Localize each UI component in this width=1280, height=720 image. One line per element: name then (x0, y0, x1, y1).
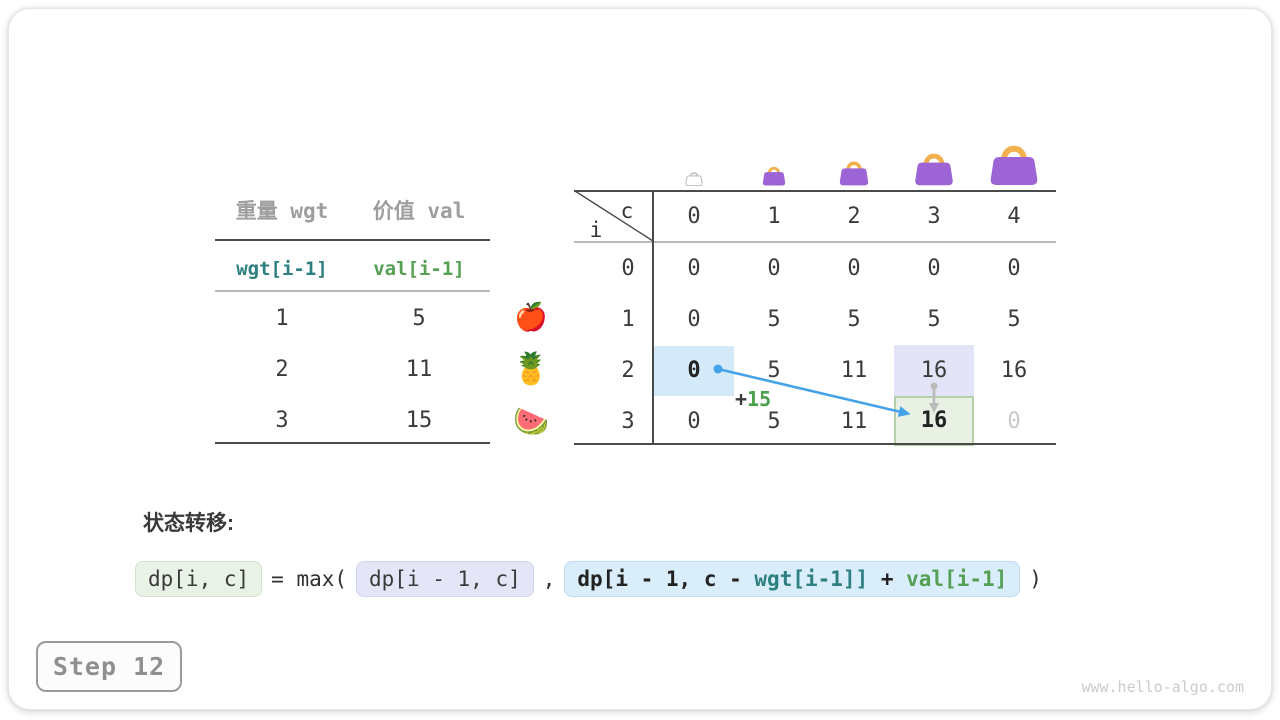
dp-table-header-rule (574, 241, 1056, 243)
dp-cell-3-1: 5 (767, 409, 781, 434)
dp-cell-0-3: 0 (927, 256, 941, 281)
dp-cell-1-2: 5 (847, 307, 861, 332)
step-badge: Step 12 (36, 641, 182, 692)
dp-cell-2-3-above-highlight: 16 (894, 345, 974, 396)
value-column-title: 价值 val (372, 199, 466, 223)
formula-arg2-box: dp[i - 1, c - wgt[i-1]] + val[i-1] (564, 561, 1021, 597)
apple-icon: 🍎 (514, 302, 548, 333)
item-2-weight: 2 (275, 357, 289, 382)
state-transition-formula: dp[i, c] = max( dp[i - 1, c] , dp[i - 1,… (135, 561, 1042, 597)
item-2-value: 11 (405, 357, 433, 382)
transition-add-value-label: +15 (735, 387, 772, 411)
dp-table-vertical-rule (652, 190, 654, 445)
formula-comma: , (542, 567, 556, 591)
dp-cell-1-3: 5 (927, 307, 941, 332)
item-1-value: 5 (412, 306, 426, 331)
item-1-weight: 1 (275, 306, 289, 331)
corner-col-var: c (620, 199, 634, 223)
formula-operator: = max( (271, 567, 348, 591)
dp-cell-0-0: 0 (687, 256, 701, 281)
items-table-bottom-rule (215, 442, 490, 444)
item-3-weight: 3 (275, 408, 289, 433)
dp-cell-2-2: 11 (840, 358, 868, 383)
dp-cell-3-4-pending: 0 (1007, 409, 1021, 434)
dp-cell-0-1: 0 (767, 256, 781, 281)
bag-icon-size-2 (839, 161, 869, 186)
dp-table-top-rule (574, 190, 1056, 192)
weight-column-title: 重量 wgt (235, 199, 329, 223)
dp-col-header-3: 3 (927, 204, 941, 229)
dp-row-header-3: 3 (621, 409, 635, 434)
formula-closing-paren: ) (1029, 567, 1042, 591)
dp-row-header-1: 1 (621, 307, 635, 332)
dp-cell-3-2: 11 (840, 409, 868, 434)
items-table-mid-rule (215, 290, 490, 292)
items-table-top-rule (215, 239, 490, 241)
dp-cell-2-0-source-highlight: 0 (654, 346, 734, 396)
formula-arg1-box: dp[i - 1, c] (356, 561, 534, 597)
dp-cell-3-3-current-highlight: 16 (894, 396, 974, 446)
watermark: www.hello-algo.com (1081, 678, 1244, 696)
dp-col-header-0: 0 (687, 204, 701, 229)
dp-col-header-4: 4 (1007, 204, 1021, 229)
item-3-value: 15 (405, 408, 433, 433)
bag-icon-size-4 (990, 145, 1038, 185)
dp-cell-0-4: 0 (1007, 256, 1021, 281)
plus-sign: + (735, 387, 748, 411)
corner-row-var: i (589, 218, 603, 242)
value-array-header: val[i-1] (373, 258, 465, 280)
pineapple-icon: 🍍 (511, 351, 551, 387)
dp-cell-1-0: 0 (687, 307, 701, 332)
weight-array-header: wgt[i-1] (236, 258, 328, 280)
dp-table-bottom-rule (574, 443, 1056, 445)
empty-bag-icon (685, 172, 703, 186)
formula-lhs-box: dp[i, c] (135, 561, 263, 597)
dp-col-header-1: 1 (767, 204, 781, 229)
dp-cell-0-2: 0 (847, 256, 861, 281)
dp-row-header-2: 2 (621, 358, 635, 383)
dp-cell-1-4: 5 (1007, 307, 1021, 332)
bag-icon-size-3 (915, 153, 953, 186)
dp-row-header-0: 0 (621, 256, 635, 281)
dp-cell-2-4: 16 (1000, 358, 1028, 383)
bag-icon-size-1 (762, 166, 786, 186)
dp-cell-3-0: 0 (687, 409, 701, 434)
watermelon-icon: 🍉 (512, 404, 550, 438)
dp-col-header-2: 2 (847, 204, 861, 229)
dp-cell-1-1: 5 (767, 307, 781, 332)
state-transition-heading: 状态转移: (143, 512, 234, 535)
